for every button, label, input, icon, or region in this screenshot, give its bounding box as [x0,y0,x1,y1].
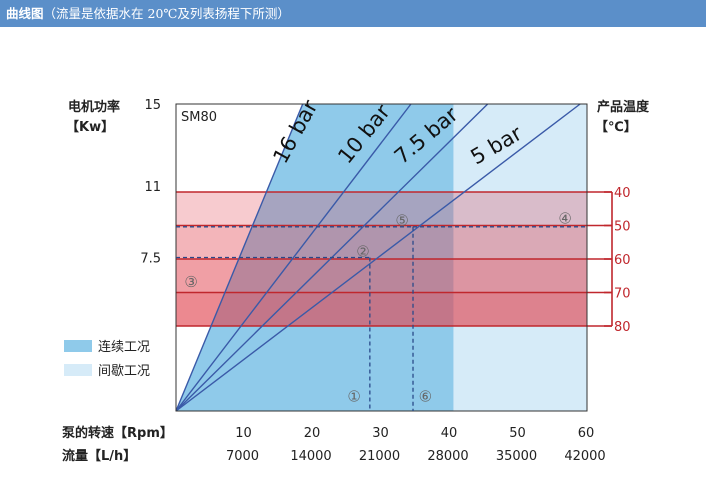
temperature-label-50: 50 [614,220,631,235]
left-axis-title-line1: 电机功率 [68,99,120,115]
header-note: （流量是依据水在 20℃及列表扬程下所测） [43,6,290,21]
reference-point-5: ⑤ [395,212,408,230]
reference-point-4: ④ [558,210,571,228]
flow-tick-6: 42000 [564,449,605,464]
legend-label-2: 间歇工况 [98,364,150,379]
model-label: SM80 [181,110,217,125]
right-axis-title-line1: 产品温度 [597,99,650,115]
flow-tick-5: 35000 [496,449,537,464]
temperature-row-3 [176,259,587,293]
flow-tick-1: 7000 [226,449,259,464]
reference-point-6: ⑥ [419,388,432,406]
x-tick-40: 40 [441,426,458,441]
left-axis-title-line2: 【Kw】 [66,119,114,135]
temperature-label-80: 80 [614,320,631,335]
temperature-row-4 [176,292,587,326]
x-tick-20: 20 [304,426,321,441]
chart-header: 曲线图（流量是依据水在 20℃及列表扬程下所测） [0,0,706,27]
x-tick-60: 60 [578,426,595,441]
pressure-line-4 [175,103,581,412]
legend-swatch-1 [64,340,92,352]
legend-swatch-2 [64,364,92,376]
flow-tick-3: 21000 [359,449,400,464]
y-tick-2: 11 [144,180,161,195]
reference-point-1: ① [347,388,360,406]
legend-label-1: 连续工况 [98,339,150,355]
x-axis-title: 泵的转速【Rpm】 [62,425,173,441]
x-tick-10: 10 [235,426,252,441]
reference-point-3: ③ [184,273,197,291]
temperature-label-40: 40 [614,186,631,201]
flow-tick-2: 14000 [290,449,331,464]
temperature-label-70: 70 [614,287,631,302]
right-axis-title-line2: 【℃】 [595,119,637,135]
flow-tick-4: 28000 [427,449,468,464]
reference-point-2: ② [356,242,369,260]
x-tick-30: 30 [372,426,389,441]
y-tick-1: 15 [144,98,161,113]
header-title: 曲线图 [6,6,44,21]
x-tick-50: 50 [509,426,526,441]
y-tick-3: 7.5 [140,252,161,267]
flow-axis-title: 流量【L/h】 [62,448,136,464]
temperature-row-2 [176,225,587,259]
temperature-label-60: 60 [614,253,631,268]
pressure-line-2 [175,103,412,412]
